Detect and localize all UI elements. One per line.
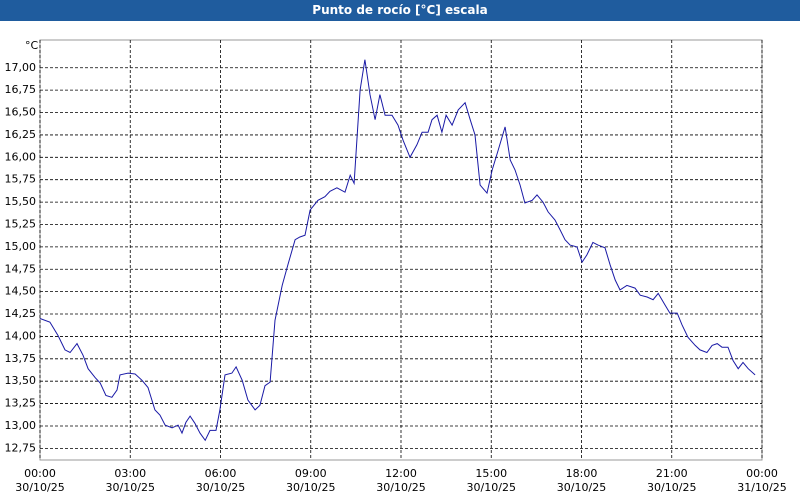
y-axis-label: °C: [25, 39, 39, 52]
x-tick-label: 21:00 30/10/25: [647, 467, 697, 494]
x-tick-label: 00:00 31/10/25: [737, 467, 787, 494]
y-tick-label: 16,50: [5, 106, 37, 119]
y-tick-label: 14,50: [5, 285, 37, 298]
y-tick-label: 13,50: [5, 374, 37, 387]
y-tick-label: 14,00: [5, 329, 37, 342]
y-tick-label: 14,25: [5, 307, 37, 320]
y-tick-label: 15,50: [5, 195, 37, 208]
y-tick-label: 14,75: [5, 262, 37, 275]
x-tick-label: 15:00 30/10/25: [466, 467, 516, 494]
y-tick-label: 12,75: [5, 441, 37, 454]
y-tick-label: 13,25: [5, 397, 37, 410]
chart-title: Punto de rocío [°C] escala: [0, 0, 800, 21]
y-tick-label: 16,00: [5, 150, 37, 163]
y-tick-label: 13,00: [5, 419, 37, 432]
data-line: [39, 59, 756, 442]
y-tick-label: 15,00: [5, 240, 37, 253]
x-tick-label: 06:00 30/10/25: [195, 467, 246, 494]
y-tick-label: 16,25: [5, 128, 37, 141]
y-tick-label: 13,75: [5, 352, 37, 365]
x-tick-label: 00:00 30/10/25: [15, 467, 65, 494]
y-tick-label: 17,00: [5, 61, 37, 74]
y-tick-label: 15,25: [5, 217, 37, 230]
y-tick-label: 15,75: [5, 173, 37, 186]
x-tick-label: 18:00 30/10/25: [556, 467, 607, 494]
x-tick-label: 09:00 30/10/25: [286, 467, 336, 494]
x-tick-label: 03:00 30/10/25: [105, 467, 155, 494]
y-tick-label: 16,75: [5, 83, 37, 96]
x-tick-label: 12:00 30/10/25: [376, 467, 426, 494]
